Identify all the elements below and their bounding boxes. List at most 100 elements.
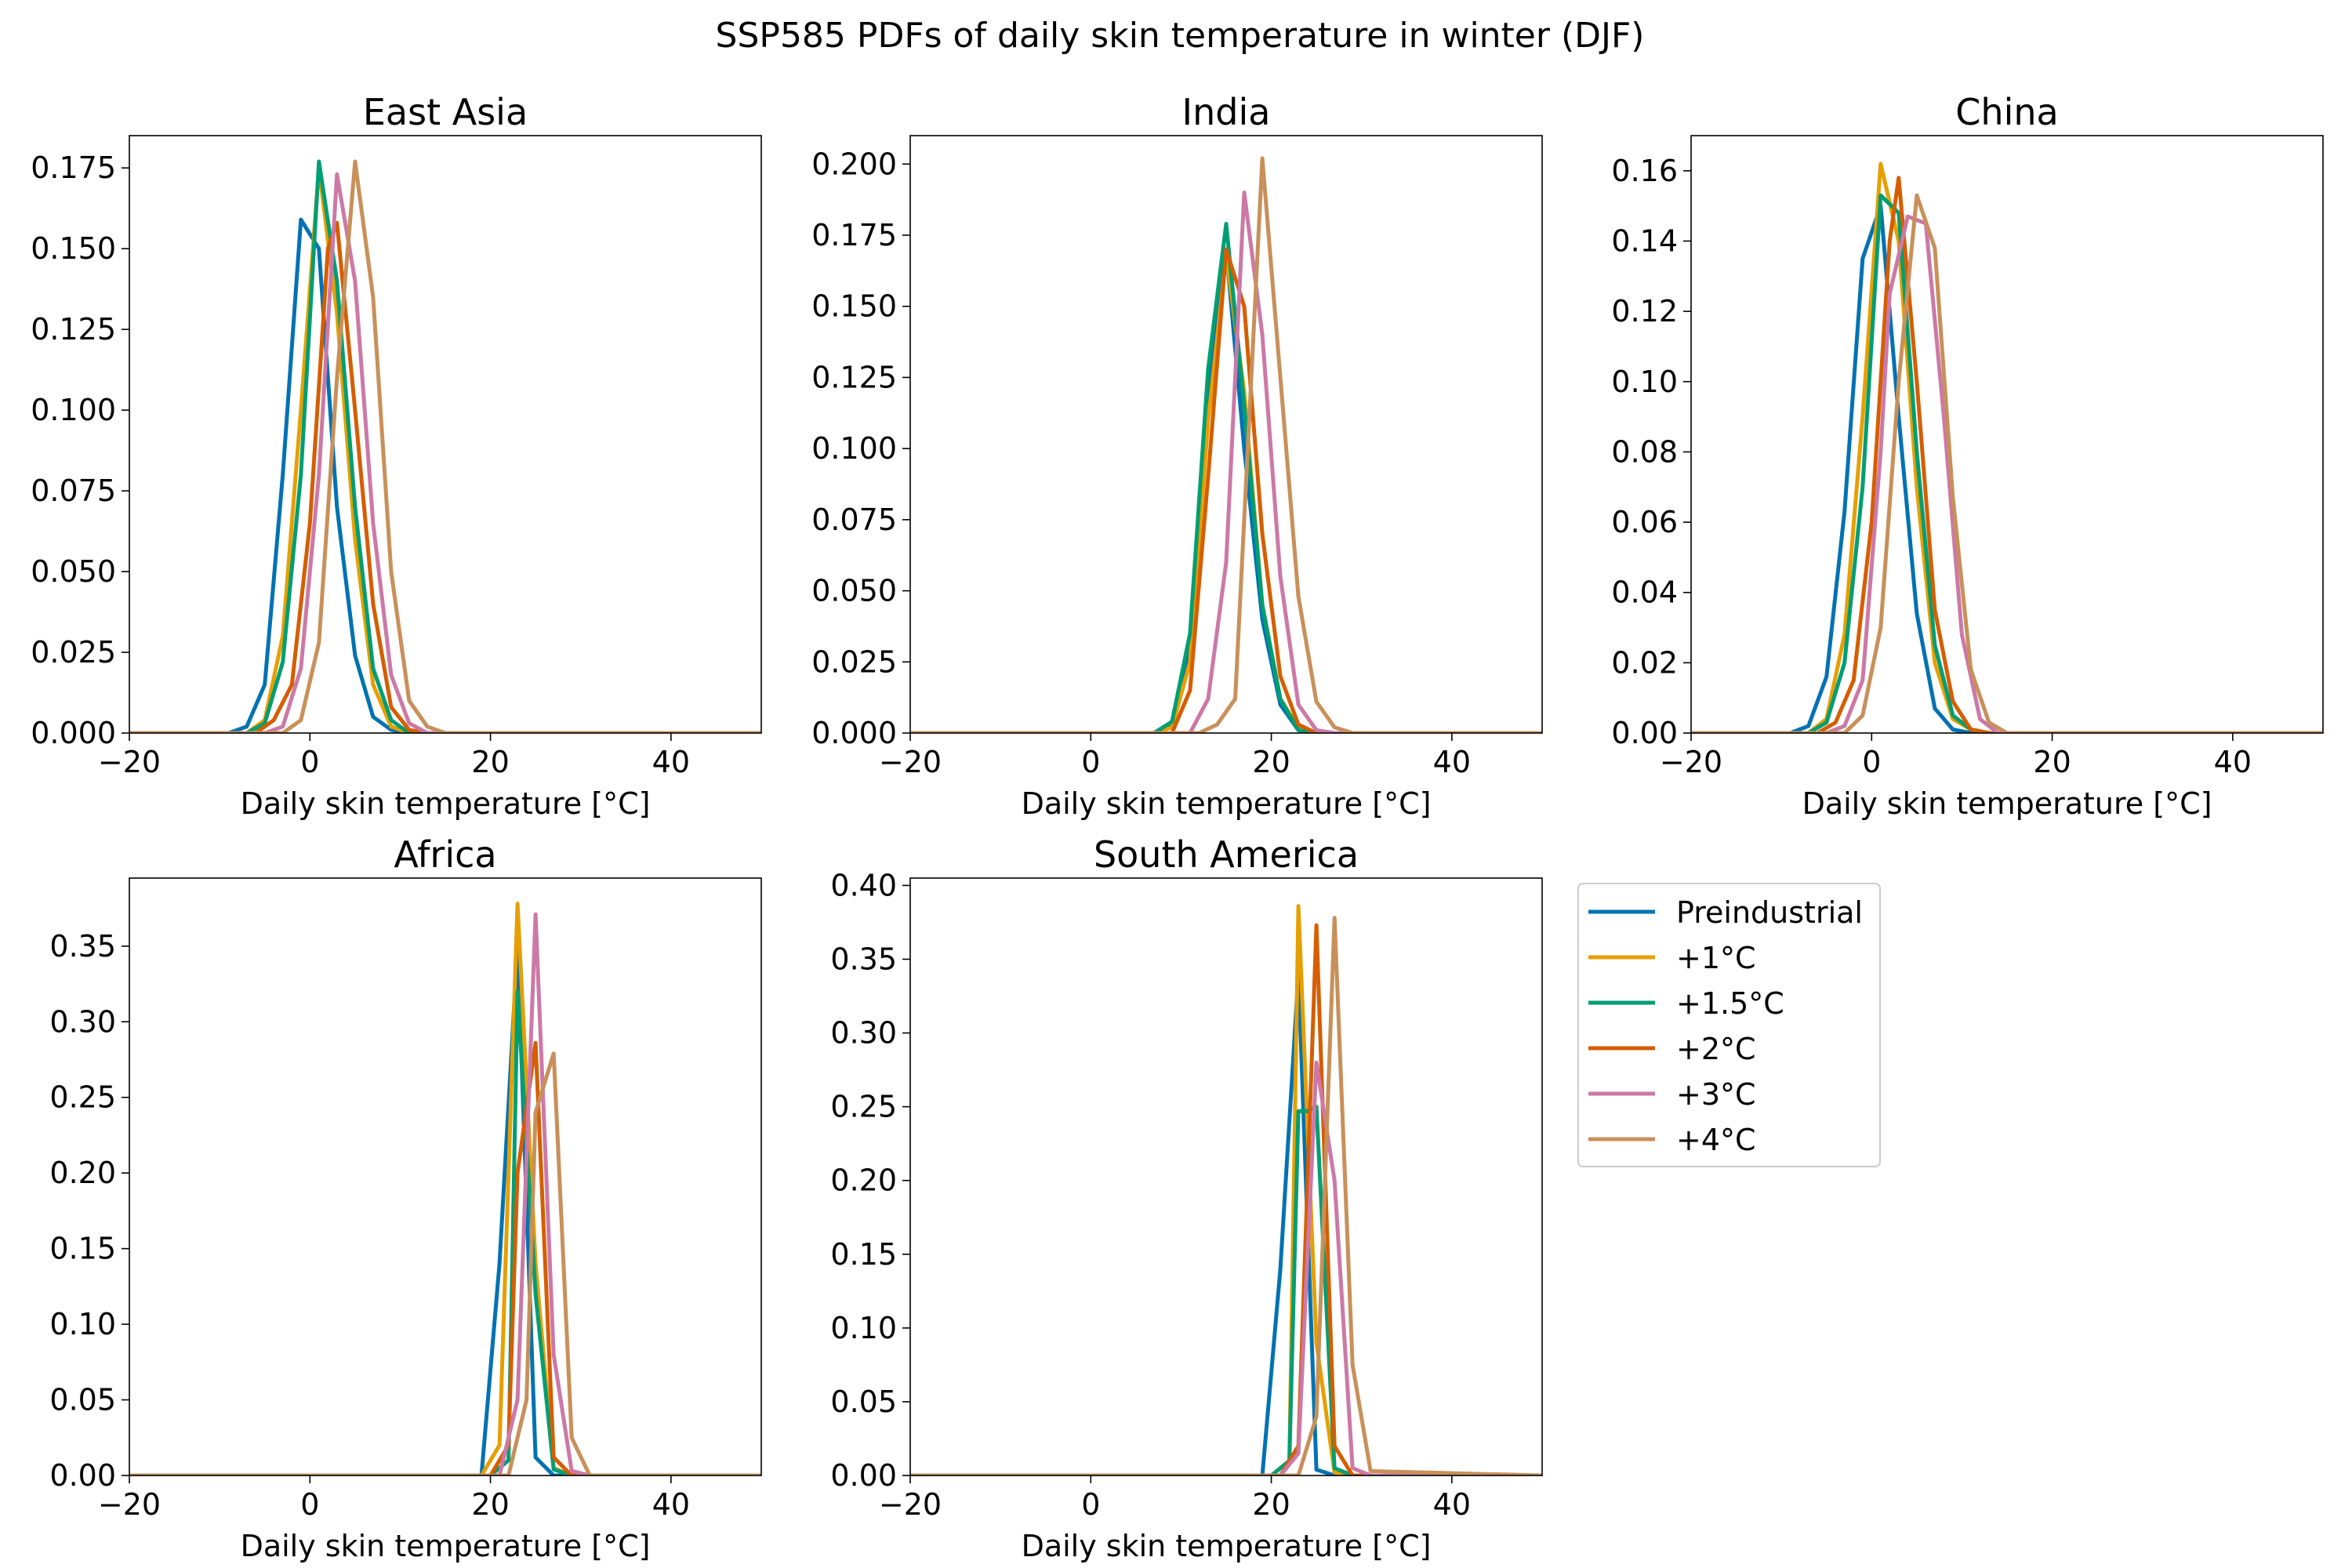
series-line-1-5-c [1691, 193, 2323, 733]
y-tick-label: 0.10 [1611, 365, 1678, 399]
panel-title: East Asia [363, 91, 528, 133]
x-tick-label: 20 [1252, 745, 1290, 779]
x-tick-label: 0 [300, 1487, 319, 1522]
axes-frame [129, 135, 762, 734]
x-tick-label: 0 [1081, 1487, 1100, 1522]
y-tick-label: 0.30 [830, 1016, 897, 1051]
y-tick-label: 0.14 [1611, 223, 1678, 258]
axes-frame [909, 135, 1543, 734]
series-line-1-c [129, 165, 761, 733]
y-tick-label: 0.30 [49, 1004, 116, 1039]
series-line-1-c [129, 902, 761, 1475]
x-tick-label: −20 [98, 745, 161, 779]
panel-title: Africa [394, 833, 496, 876]
series-line-1-5-c [129, 989, 761, 1475]
panel-title: India [1182, 91, 1271, 133]
y-tick-label: 0.25 [49, 1080, 116, 1115]
y-tick-label: 0.150 [811, 289, 897, 324]
x-tick-label: 0 [1081, 745, 1100, 779]
x-axis-label: Daily skin temperature [°C] [1802, 786, 2212, 821]
series-line-preindustrial [1691, 204, 2323, 733]
y-tick-label: 0.025 [811, 644, 897, 679]
panel-east-asia: −20 0 20 40 0.000 0.025 0.050 0.075 0.100 0.125 0.… [31, 91, 762, 821]
series-line-3-c [129, 172, 761, 733]
series-line-4-c [910, 156, 1542, 733]
y-tick-label: 0.04 [1611, 575, 1678, 610]
axes-frame [129, 877, 762, 1476]
x-axis-label: Daily skin temperature [°C] [241, 1529, 651, 1563]
x-tick-label: 20 [471, 1487, 509, 1522]
axes-frame [909, 877, 1543, 1476]
y-tick-label: 0.100 [31, 393, 116, 427]
legend: Preindustrial +1°C +1.5°C +2°C +3°C +4°C [1577, 883, 1881, 1167]
y-tick-label: 0.075 [811, 503, 897, 537]
legend-frame [1577, 883, 1881, 1167]
series-line-3-c [910, 1060, 1542, 1475]
series-line-preindustrial [910, 247, 1542, 733]
series-line-1-c [910, 252, 1542, 733]
x-tick-label: −20 [1660, 745, 1722, 779]
y-tick-label: 0.10 [830, 1311, 897, 1345]
x-tick-label: 20 [2033, 745, 2071, 779]
x-tick-label: 20 [471, 745, 509, 779]
x-axis-label: Daily skin temperature [°C] [1022, 786, 1432, 821]
series-line-3-c [129, 912, 761, 1475]
x-tick-label: 20 [1252, 1487, 1290, 1522]
series-line-1-5-c [910, 1105, 1542, 1475]
x-tick-label: −20 [98, 1487, 161, 1522]
y-tick-label: 0.40 [830, 868, 897, 902]
y-tick-label: 0.050 [31, 554, 116, 589]
y-tick-label: 0.125 [811, 360, 897, 394]
series-line-1-5-c [129, 159, 761, 733]
x-tick-label: 40 [2214, 745, 2252, 779]
panel-india: −20 0 20 40 0.000 0.025 0.050 0.075 0.100 0.125 0.… [811, 91, 1543, 821]
series-line-4-c [1691, 193, 2323, 733]
series-line-2-c [1691, 176, 2323, 733]
legend-label-1-5-c: +1.5°C [1676, 986, 1784, 1021]
subplots: −20 0 20 400.0000.0250.0500.0750.1000.1250.… [31, 91, 2324, 1563]
series-line-2-c [129, 220, 761, 733]
panel-south-america: −20 0 20 40 0.00 0.05 0.10 0.15 0.20 0.25 0.30 0.35… [830, 833, 1543, 1563]
y-tick-label: 0.075 [31, 474, 116, 508]
series-line-4-c [910, 916, 1542, 1475]
y-tick-label: 0.16 [1611, 154, 1678, 188]
y-tick-label: 0.12 [1611, 294, 1678, 328]
series-line-2-c [129, 1040, 761, 1475]
series-line-1-5-c [910, 222, 1542, 733]
y-tick-label: 0.08 [1611, 434, 1678, 469]
y-tick-label: 0.05 [830, 1385, 897, 1419]
x-axis-label: Daily skin temperature [°C] [241, 786, 651, 821]
y-tick-label: 0.05 [49, 1383, 116, 1417]
y-tick-label: 0.200 [811, 147, 897, 181]
y-tick-label: 0.125 [31, 312, 116, 347]
series-line-1-c [1691, 162, 2323, 733]
y-tick-label: 0.00 [830, 1458, 897, 1493]
figure-suptitle: SSP585 PDFs of daily skin temperature in… [716, 16, 1645, 56]
axes-frame [1690, 135, 2324, 734]
panel-title: China [1955, 91, 2058, 133]
y-tick-label: 0.000 [811, 716, 897, 750]
legend-label-2-c: +2°C [1676, 1032, 1756, 1066]
series-line-2-c [910, 247, 1542, 733]
legend-label-1-c: +1°C [1676, 941, 1756, 975]
y-tick-label: 0.35 [49, 929, 116, 964]
series-line-4-c [129, 1051, 761, 1475]
y-tick-label: 0.150 [31, 231, 116, 266]
y-tick-label: 0.025 [31, 635, 116, 670]
series-line-3-c [1691, 214, 2323, 733]
series-line-preindustrial [129, 944, 761, 1475]
x-tick-label: 40 [1433, 1487, 1471, 1522]
legend-label-4-c: +4°C [1676, 1123, 1756, 1157]
series-line-preindustrial [910, 971, 1542, 1475]
y-tick-label: 0.175 [811, 218, 897, 252]
y-tick-label: 0.25 [830, 1090, 897, 1124]
y-tick-label: 0.10 [49, 1307, 116, 1341]
legend-label-preindustrial: Preindustrial [1676, 895, 1863, 930]
y-tick-label: 0.050 [811, 574, 897, 608]
x-tick-label: 40 [1433, 745, 1471, 779]
y-tick-label: 0.00 [49, 1458, 116, 1493]
y-tick-label: 0.06 [1611, 505, 1678, 539]
series-line-4-c [129, 159, 761, 733]
y-tick-label: 0.35 [830, 942, 897, 976]
